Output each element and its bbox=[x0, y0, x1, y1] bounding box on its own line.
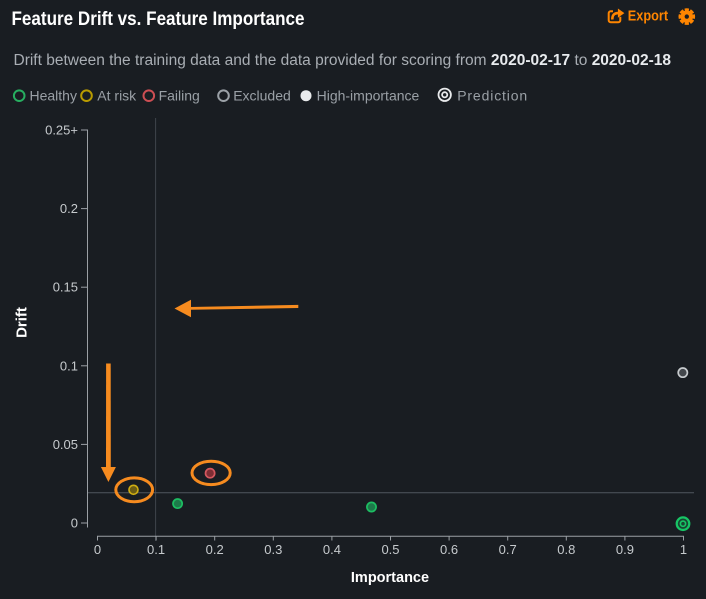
svg-text:0.5: 0.5 bbox=[381, 542, 399, 557]
svg-text:0.2: 0.2 bbox=[60, 201, 78, 216]
svg-text:Healthy: Healthy bbox=[30, 88, 77, 104]
svg-text:0.05: 0.05 bbox=[53, 437, 78, 452]
svg-text:0.1: 0.1 bbox=[60, 358, 78, 373]
svg-text:Feature Drift vs. Feature Impo: Feature Drift vs. Feature Importance bbox=[12, 9, 305, 30]
svg-text:0.25+: 0.25+ bbox=[45, 123, 78, 138]
svg-text:0.9: 0.9 bbox=[616, 542, 634, 557]
svg-text:Export: Export bbox=[628, 8, 668, 25]
svg-text:0.2: 0.2 bbox=[206, 542, 224, 557]
svg-text:High-importance: High-importance bbox=[317, 88, 420, 104]
svg-text:Importance: Importance bbox=[351, 570, 429, 586]
svg-text:0.8: 0.8 bbox=[557, 542, 575, 557]
svg-text:0.6: 0.6 bbox=[440, 542, 458, 557]
svg-text:0.15: 0.15 bbox=[53, 280, 78, 295]
svg-text:0.1: 0.1 bbox=[147, 542, 165, 557]
svg-text:Prediction: Prediction bbox=[457, 88, 527, 104]
svg-text:0: 0 bbox=[71, 516, 78, 531]
svg-text:Failing: Failing bbox=[159, 88, 200, 104]
svg-text:0: 0 bbox=[94, 542, 101, 557]
svg-text:Drift: Drift bbox=[14, 307, 31, 338]
svg-text:0.4: 0.4 bbox=[323, 542, 341, 557]
svg-text:0.7: 0.7 bbox=[499, 542, 517, 557]
svg-text:At risk: At risk bbox=[97, 88, 137, 104]
svg-text:0.3: 0.3 bbox=[264, 542, 282, 557]
svg-text:Drift between the training dat: Drift between the training data and the … bbox=[14, 52, 672, 69]
svg-text:1: 1 bbox=[680, 542, 687, 557]
svg-text:Excluded: Excluded bbox=[233, 88, 291, 104]
